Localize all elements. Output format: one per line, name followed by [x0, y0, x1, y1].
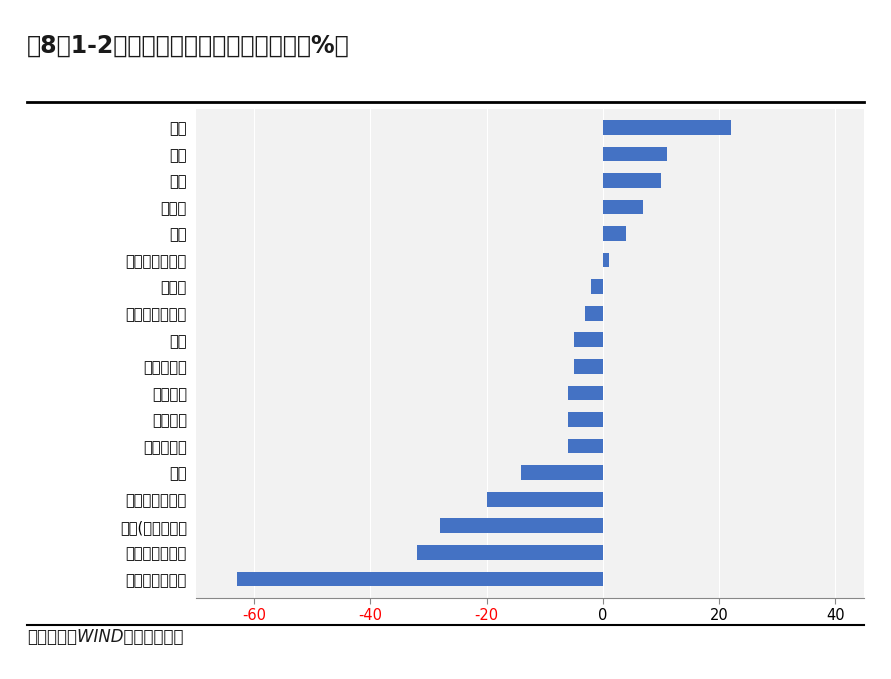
Bar [237, 572, 603, 586]
Bar [603, 200, 643, 215]
Text: 图8：1-2月主要商品进口金额增速变化（%）: 图8：1-2月主要商品进口金额增速变化（%） [27, 34, 349, 58]
Bar [568, 386, 603, 400]
Bar [585, 306, 603, 320]
Bar [574, 359, 603, 373]
Bar [603, 120, 731, 134]
Bar [417, 545, 603, 559]
Bar [603, 226, 626, 241]
Bar [440, 519, 603, 533]
Bar [574, 333, 603, 347]
Text: 资料来源：WIND，财信研究院: 资料来源：WIND，财信研究院 [27, 628, 184, 646]
Bar [486, 492, 603, 507]
Bar [568, 439, 603, 454]
Bar [521, 465, 603, 480]
Bar [568, 412, 603, 427]
Bar [603, 173, 661, 187]
Bar [603, 253, 609, 268]
Bar [591, 279, 603, 294]
Bar [603, 147, 666, 161]
